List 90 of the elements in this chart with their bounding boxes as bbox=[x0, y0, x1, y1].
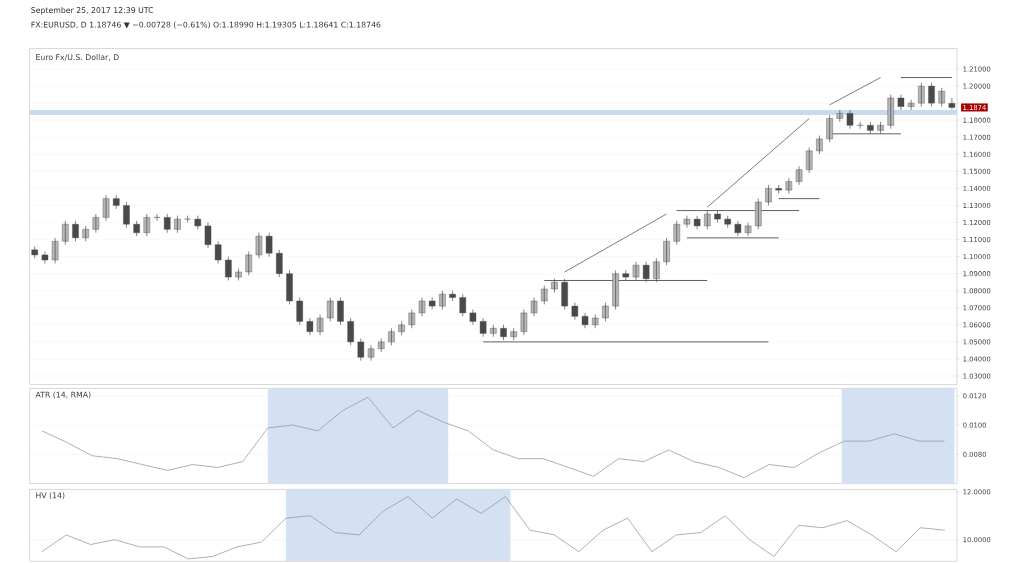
candlestick bbox=[785, 177, 793, 194]
candlestick bbox=[92, 213, 100, 233]
candlestick bbox=[459, 293, 466, 317]
candlestick bbox=[163, 213, 171, 233]
candlestick bbox=[704, 210, 711, 230]
candlestick bbox=[428, 297, 436, 310]
candlestick bbox=[418, 297, 426, 317]
candlestick bbox=[663, 237, 670, 266]
candlestick bbox=[235, 268, 242, 281]
candlestick bbox=[948, 97, 956, 110]
candlestick bbox=[398, 321, 405, 336]
candlestick bbox=[938, 87, 945, 107]
candlestick bbox=[928, 82, 935, 107]
candlestick bbox=[918, 82, 925, 107]
candlestick bbox=[856, 121, 864, 129]
candlestick bbox=[826, 114, 833, 143]
candlestick bbox=[632, 261, 640, 281]
candlestick bbox=[520, 309, 528, 336]
candlestick bbox=[255, 232, 263, 259]
candlestick bbox=[683, 215, 691, 228]
candlestick bbox=[561, 278, 568, 310]
candlestick bbox=[439, 290, 446, 310]
candlestick bbox=[490, 324, 497, 338]
candlestick bbox=[867, 121, 874, 135]
candlestick bbox=[174, 215, 181, 233]
candlestick bbox=[194, 215, 202, 230]
candlestick bbox=[347, 317, 354, 346]
candlestick bbox=[388, 327, 395, 346]
candlestick bbox=[642, 261, 650, 283]
candlestick bbox=[551, 278, 558, 293]
candlestick bbox=[123, 201, 130, 228]
candlestick bbox=[51, 237, 59, 264]
candlestick bbox=[214, 240, 222, 264]
candlestick bbox=[724, 215, 731, 228]
candlestick bbox=[734, 220, 742, 237]
candlestick bbox=[571, 302, 579, 320]
candlestick bbox=[775, 184, 782, 194]
candlestick bbox=[367, 344, 375, 361]
candlestick bbox=[693, 215, 701, 230]
candlestick bbox=[836, 109, 844, 123]
candlestick bbox=[41, 251, 49, 264]
candlestick bbox=[204, 222, 212, 249]
candlestick bbox=[510, 327, 517, 341]
candlestick bbox=[907, 99, 915, 111]
candlestick bbox=[653, 257, 660, 283]
candlestick bbox=[31, 245, 38, 259]
candlestick bbox=[245, 251, 252, 276]
candlestick bbox=[184, 215, 191, 223]
candlestick bbox=[102, 194, 110, 222]
candlestick bbox=[744, 222, 752, 237]
candlestick bbox=[479, 317, 487, 338]
candlestick bbox=[82, 225, 89, 242]
candlestick bbox=[887, 94, 895, 129]
candlestick bbox=[581, 312, 589, 329]
candlestick bbox=[469, 309, 477, 326]
candlestick bbox=[306, 317, 314, 336]
candlestick bbox=[673, 220, 680, 245]
candlestick bbox=[133, 220, 140, 237]
candlestick bbox=[805, 147, 813, 174]
candlestick bbox=[541, 285, 548, 305]
candlestick bbox=[897, 94, 905, 111]
candlestick bbox=[357, 338, 365, 361]
candlestick bbox=[286, 269, 293, 305]
candlestick bbox=[225, 256, 232, 281]
candlestick bbox=[62, 220, 69, 245]
candlestick bbox=[846, 109, 854, 129]
candlestick bbox=[500, 324, 507, 341]
candlestick bbox=[276, 249, 283, 278]
candlestick bbox=[72, 220, 79, 242]
candlestick bbox=[408, 309, 416, 329]
candlestick bbox=[113, 194, 120, 210]
candlestick bbox=[337, 297, 344, 326]
candlestick bbox=[755, 198, 762, 230]
candlestick bbox=[591, 314, 599, 329]
candlestick bbox=[877, 121, 884, 135]
candlestick bbox=[327, 297, 334, 322]
candlestick bbox=[143, 213, 151, 237]
candlestick bbox=[296, 297, 303, 326]
candlestick bbox=[622, 269, 630, 281]
candlestick bbox=[316, 314, 324, 336]
candlestick bbox=[265, 232, 273, 257]
candlestick bbox=[765, 184, 772, 206]
candlestick bbox=[602, 302, 609, 322]
candlestick bbox=[816, 135, 823, 155]
candlestick bbox=[377, 338, 385, 353]
candlestick bbox=[530, 297, 538, 317]
candlestick bbox=[714, 210, 721, 223]
candlestick bbox=[612, 269, 619, 310]
candlestick bbox=[795, 165, 803, 186]
candlestick bbox=[449, 290, 456, 302]
